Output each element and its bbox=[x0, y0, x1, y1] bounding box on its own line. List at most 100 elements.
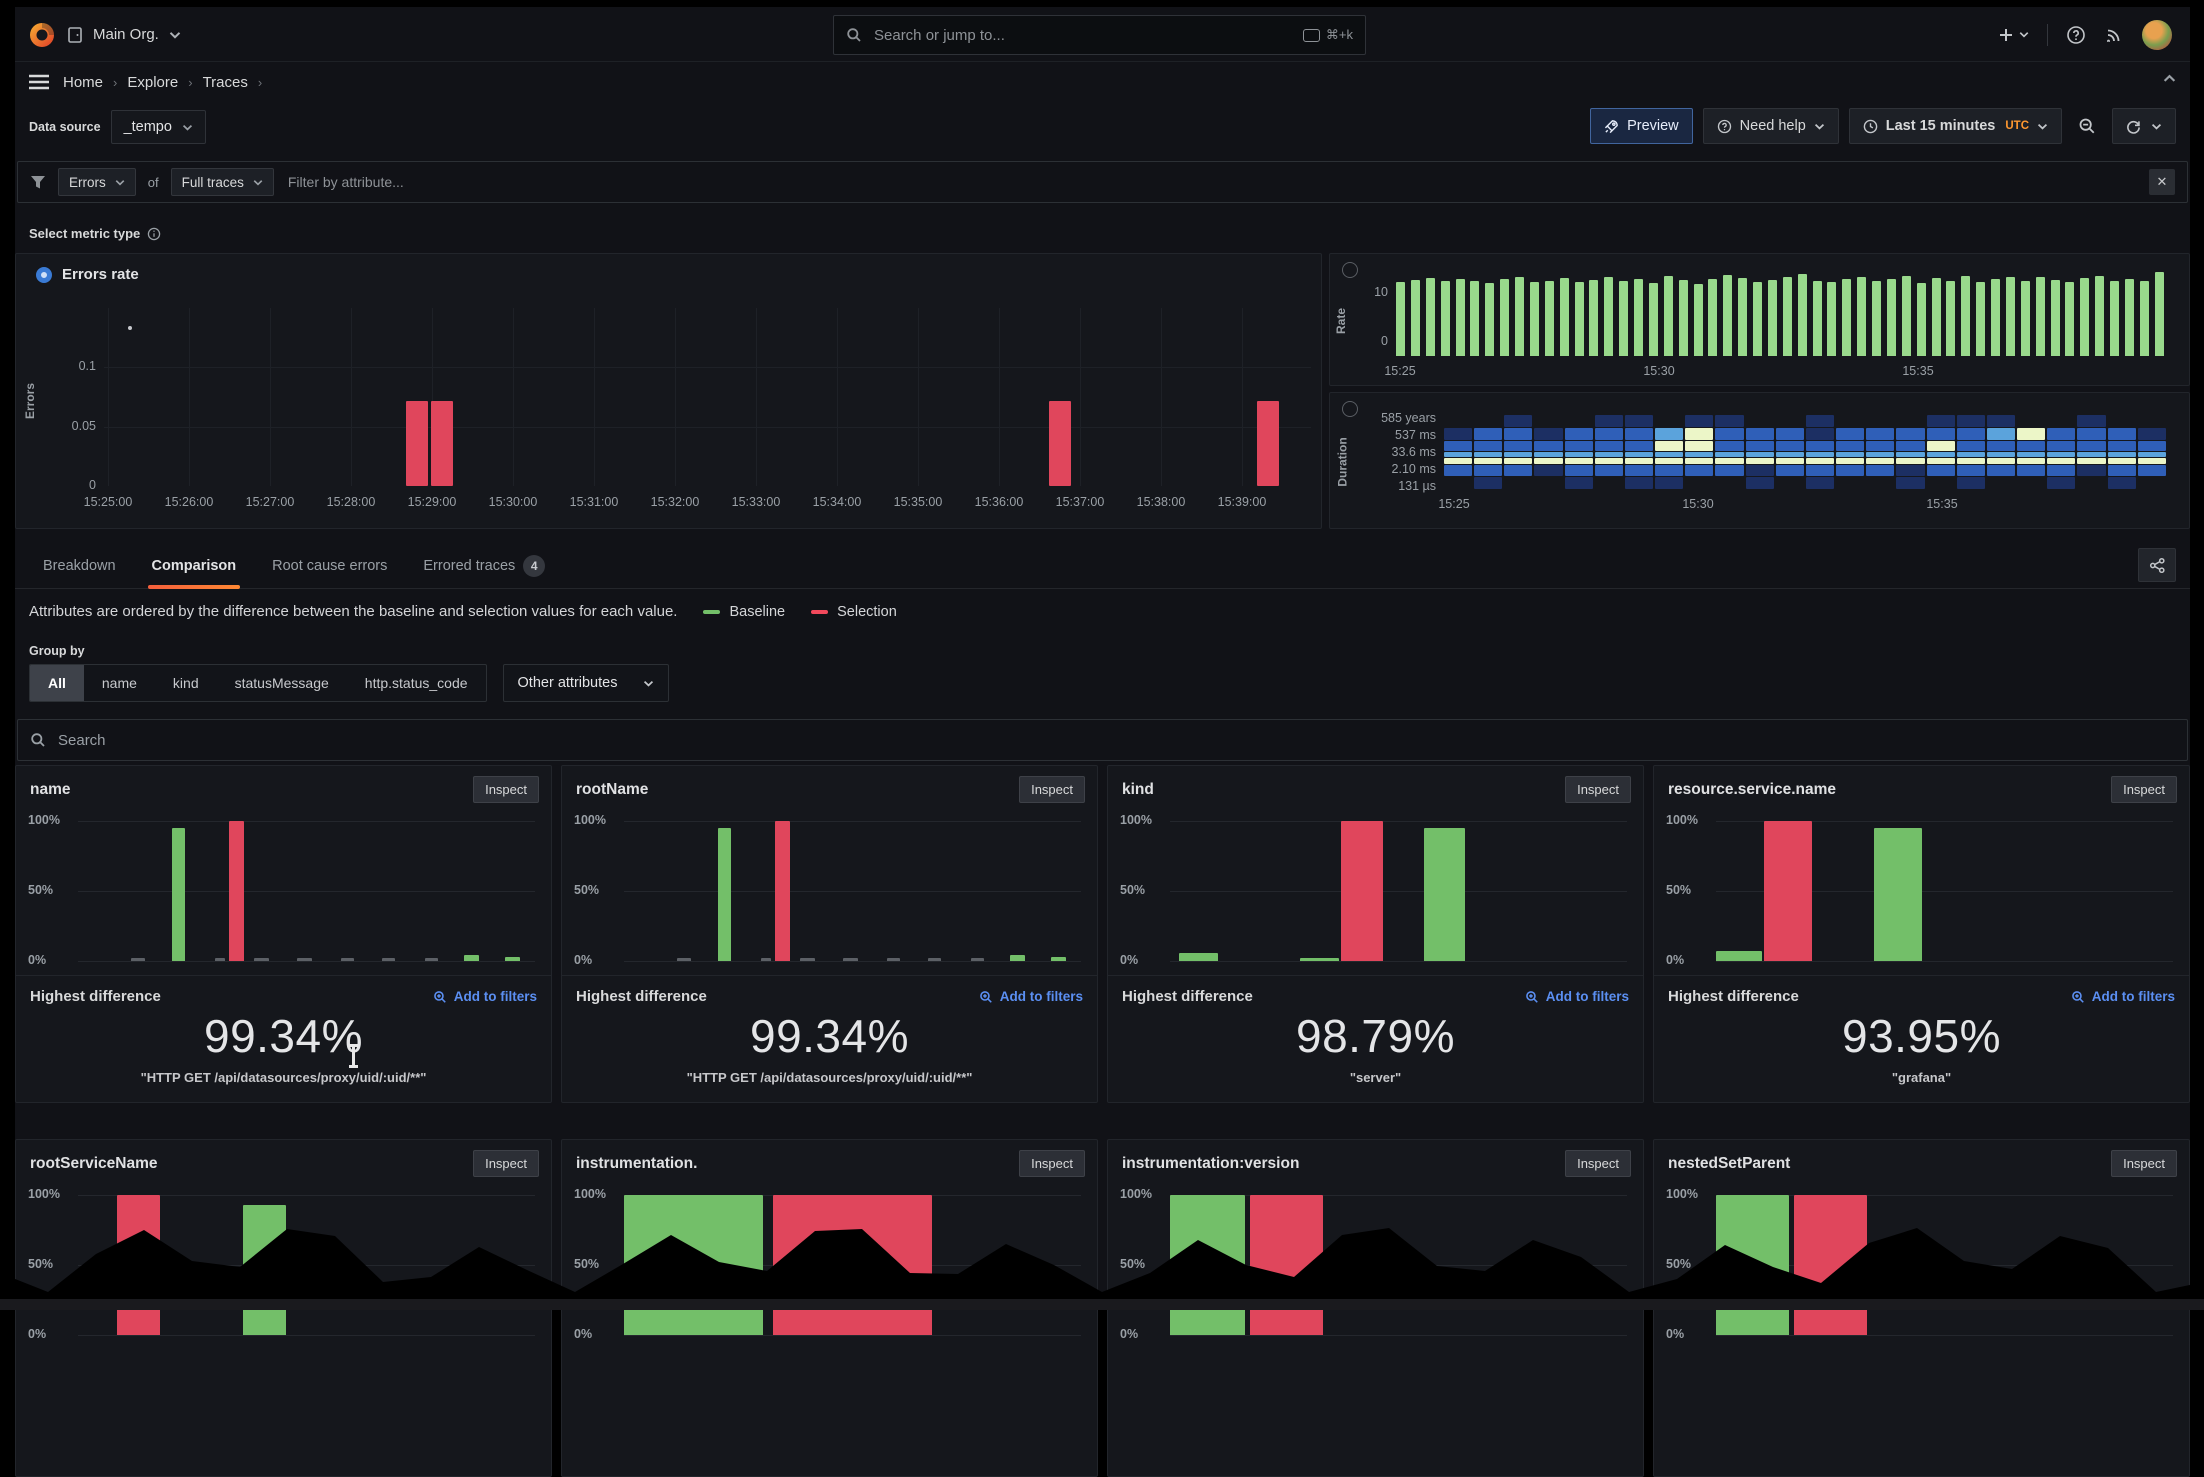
add-to-filters-link[interactable]: Add to filters bbox=[433, 989, 537, 1004]
rate-bar bbox=[1798, 274, 1807, 356]
zoom-out-icon[interactable] bbox=[2072, 108, 2102, 144]
rate-bar bbox=[1470, 281, 1479, 356]
add-to-filters-link[interactable]: Add to filters bbox=[1525, 989, 1629, 1004]
attribute-search-input[interactable] bbox=[56, 731, 2175, 750]
errors-rate-radio[interactable] bbox=[36, 267, 52, 283]
tab-comparison[interactable]: Comparison bbox=[138, 543, 251, 589]
x-tick-label: 15:25 bbox=[1378, 364, 1422, 378]
heatmap-cell bbox=[2077, 415, 2105, 427]
global-search-input[interactable] bbox=[872, 26, 1293, 45]
highest-difference-name: "grafana" bbox=[1668, 1070, 2175, 1085]
x-tick-label: 15:39:00 bbox=[1208, 495, 1276, 509]
filter-attribute-input[interactable] bbox=[286, 173, 2137, 191]
groupby-chip-http-status_code[interactable]: http.status_code bbox=[347, 665, 486, 701]
heatmap-cell bbox=[1625, 465, 1653, 476]
inspect-button[interactable]: Inspect bbox=[2111, 1150, 2177, 1177]
y-tick-label: 50% bbox=[28, 883, 70, 897]
datasource-label: Data source bbox=[29, 120, 101, 134]
news-rss-icon[interactable] bbox=[2104, 25, 2124, 45]
time-range-button[interactable]: Last 15 minutes UTC bbox=[1849, 108, 2062, 144]
heatmap-cell bbox=[1866, 477, 1894, 489]
breadcrumb-item-traces[interactable]: Traces bbox=[203, 74, 248, 91]
heatmap-cell bbox=[1685, 465, 1713, 476]
tab-breakdown[interactable]: Breakdown bbox=[29, 543, 130, 589]
chart-bar-neutral bbox=[761, 958, 771, 961]
help-icon[interactable] bbox=[2066, 25, 2086, 45]
grid-line bbox=[1170, 821, 1627, 822]
user-avatar[interactable] bbox=[2142, 20, 2172, 50]
refresh-button[interactable] bbox=[2112, 108, 2176, 144]
y-tick-label: 0% bbox=[28, 1327, 70, 1341]
org-name[interactable]: Main Org. bbox=[93, 26, 159, 43]
heatmap-cell bbox=[1866, 452, 1894, 457]
x-tick-label: 15:36:00 bbox=[965, 495, 1033, 509]
heatmap-cell bbox=[2108, 452, 2136, 457]
filter-lhs-select[interactable]: Errors bbox=[58, 168, 136, 196]
datasource-select[interactable]: _tempo bbox=[111, 110, 206, 144]
chart-bar-neutral bbox=[928, 958, 941, 961]
rate-radio[interactable] bbox=[1342, 262, 1358, 278]
y-tick-label: 0% bbox=[1666, 953, 1708, 967]
rate-bar bbox=[2051, 280, 2060, 356]
heatmap-cell bbox=[1836, 458, 1864, 464]
heatmap-row bbox=[1444, 458, 2166, 464]
rate-bar bbox=[1872, 281, 1881, 356]
heatmap-cell bbox=[1655, 415, 1683, 427]
heatmap-cell bbox=[2017, 452, 2045, 457]
filter-close-icon[interactable]: ✕ bbox=[2149, 169, 2175, 195]
chart-bar-baseline bbox=[172, 828, 186, 961]
org-chevron-down-icon[interactable] bbox=[169, 31, 181, 39]
chart-bar-neutral bbox=[425, 958, 438, 961]
rate-bar bbox=[1456, 279, 1465, 356]
grid-line bbox=[756, 308, 757, 486]
rate-bar bbox=[1515, 277, 1524, 356]
tab-root-cause-errors[interactable]: Root cause errors bbox=[258, 543, 401, 589]
other-attributes-select[interactable]: Other attributes bbox=[503, 664, 670, 702]
legend-label: Baseline bbox=[729, 604, 785, 620]
add-to-filters-link[interactable]: Add to filters bbox=[979, 989, 1083, 1004]
inspect-button[interactable]: Inspect bbox=[2111, 776, 2177, 803]
heatmap-cell bbox=[2017, 415, 2045, 427]
rate-bar bbox=[2125, 279, 2134, 356]
groupby-chip-kind[interactable]: kind bbox=[155, 665, 217, 701]
grid-line bbox=[624, 821, 1081, 822]
attribute-search[interactable] bbox=[17, 719, 2188, 761]
share-button[interactable] bbox=[2138, 548, 2176, 582]
need-help-button[interactable]: Need help bbox=[1703, 108, 1839, 144]
groupby-chip-name[interactable]: name bbox=[84, 665, 155, 701]
panel-header: name Inspect bbox=[16, 766, 551, 807]
rate-bar bbox=[1396, 282, 1405, 356]
heatmap-cell bbox=[2138, 452, 2166, 457]
global-search[interactable]: ⌘+k bbox=[833, 15, 1366, 55]
chart-bar-baseline bbox=[1424, 828, 1465, 961]
breadcrumb-item-explore[interactable]: Explore bbox=[127, 74, 178, 91]
grafana-logo-icon[interactable] bbox=[27, 20, 57, 50]
add-new-icon[interactable] bbox=[1998, 27, 2029, 43]
groupby-chip-statusmessage[interactable]: statusMessage bbox=[217, 665, 347, 701]
panel-title: name bbox=[30, 781, 71, 799]
inspect-button[interactable]: Inspect bbox=[1019, 776, 1085, 803]
inspect-button[interactable]: Inspect bbox=[1565, 1150, 1631, 1177]
rate-bar bbox=[1545, 281, 1554, 356]
inspect-button[interactable]: Inspect bbox=[473, 776, 539, 803]
inspect-button[interactable]: Inspect bbox=[473, 1150, 539, 1177]
heatmap-cell bbox=[2047, 441, 2075, 451]
add-to-filters-link[interactable]: Add to filters bbox=[2071, 989, 2175, 1004]
collapse-chevron-up-icon[interactable] bbox=[2163, 74, 2176, 83]
preview-button[interactable]: Preview bbox=[1590, 108, 1693, 144]
grid-line bbox=[78, 891, 535, 892]
grid-line bbox=[624, 891, 1081, 892]
inspect-button[interactable]: Inspect bbox=[1565, 776, 1631, 803]
grafana-app: Main Org. ⌘+k bbox=[15, 7, 2190, 1303]
heatmap-cell bbox=[1595, 458, 1623, 464]
groupby-chip-all[interactable]: All bbox=[30, 665, 84, 701]
menu-hamburger-icon[interactable] bbox=[29, 74, 49, 90]
keyboard-icon bbox=[1303, 29, 1320, 42]
breadcrumb-item-home[interactable]: Home bbox=[63, 74, 103, 91]
heatmap-cell bbox=[1715, 465, 1743, 476]
filter-rhs-select[interactable]: Full traces bbox=[171, 168, 274, 196]
top-nav: Main Org. ⌘+k bbox=[15, 7, 2190, 62]
inspect-button[interactable]: Inspect bbox=[1019, 1150, 1085, 1177]
heatmap-cell bbox=[1715, 452, 1743, 457]
